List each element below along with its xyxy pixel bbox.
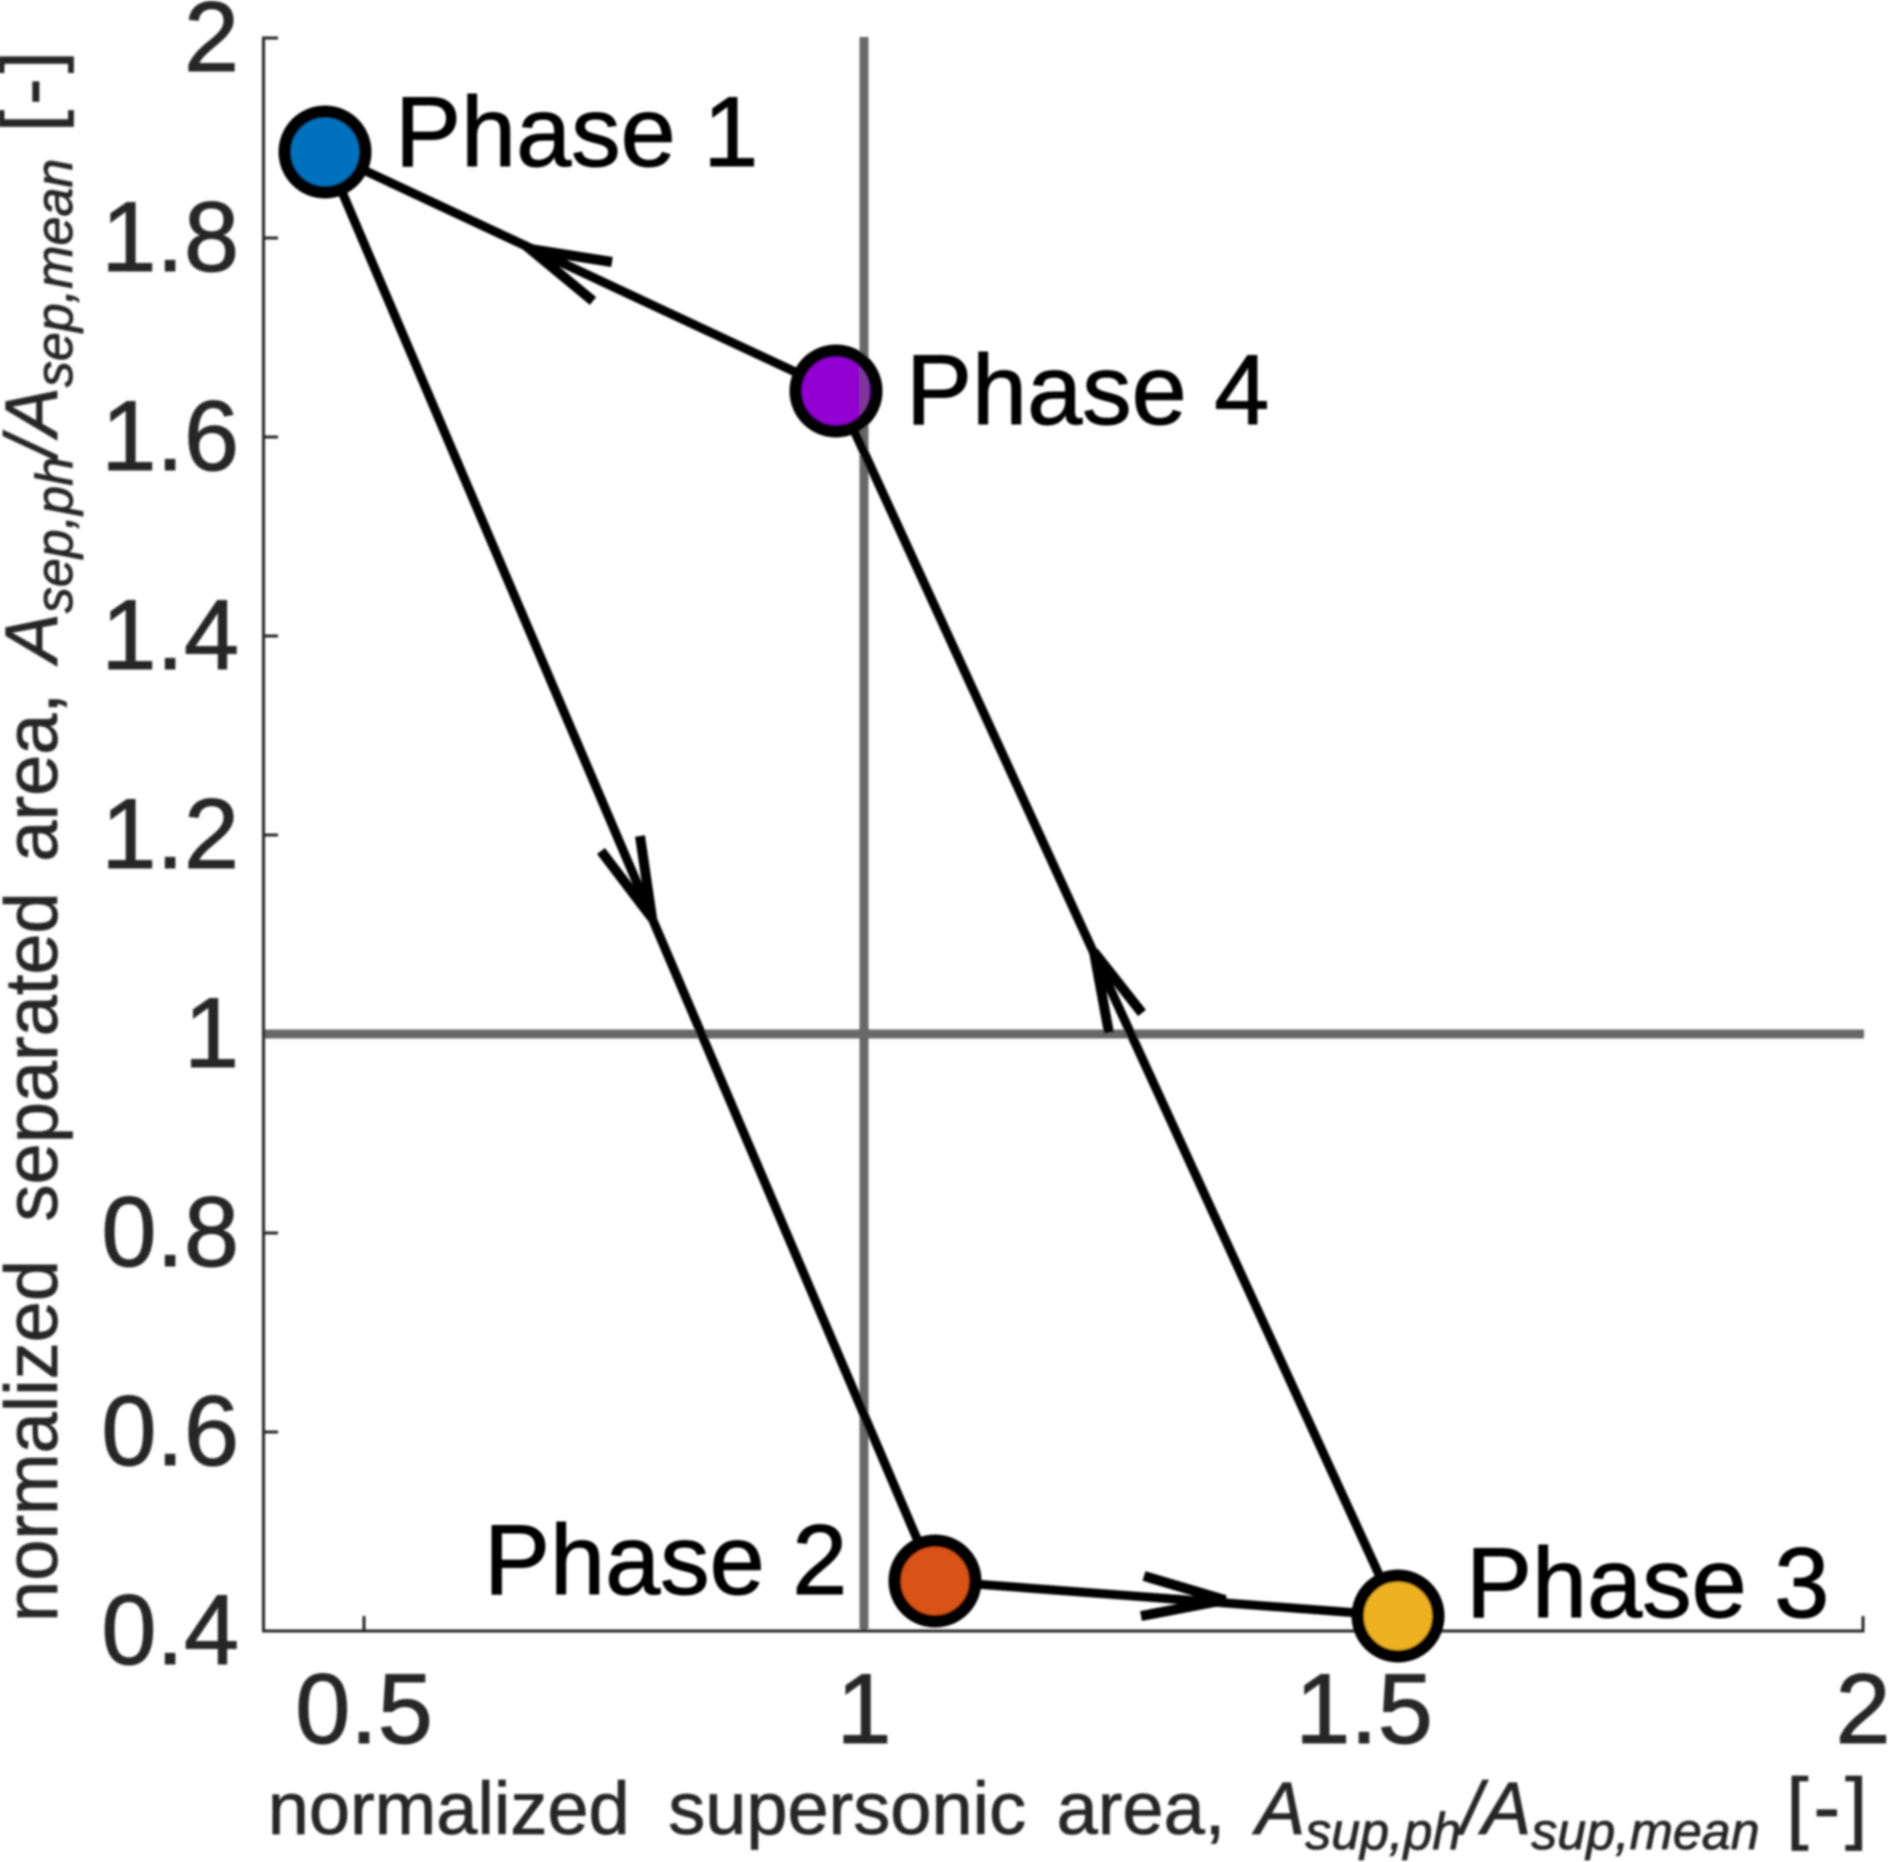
svg-text:Phase 4: Phase 4	[906, 334, 1269, 445]
svg-text:2: 2	[1835, 1653, 1888, 1764]
svg-text:1.5: 1.5	[1295, 1653, 1433, 1764]
svg-text:Phase 3: Phase 3	[1466, 1527, 1829, 1638]
svg-text:Phase 1: Phase 1	[395, 76, 758, 187]
svg-text:1.8: 1.8	[101, 181, 239, 292]
svg-text:2: 2	[184, 0, 239, 92]
svg-text:1.4: 1.4	[101, 579, 239, 690]
svg-text:1: 1	[836, 1653, 891, 1764]
svg-text:normalized supersonic area, As: normalized supersonic area, Asup,ph/Asup…	[268, 1762, 1873, 1861]
svg-text:1.6: 1.6	[101, 380, 239, 491]
svg-text:0.4: 0.4	[101, 1574, 239, 1685]
svg-text:1.2: 1.2	[101, 778, 239, 889]
svg-text:0.5: 0.5	[295, 1653, 433, 1764]
svg-text:1: 1	[184, 977, 239, 1088]
svg-text:0.8: 0.8	[101, 1176, 239, 1287]
svg-text:0.6: 0.6	[101, 1375, 239, 1486]
svg-text:Phase 2: Phase 2	[484, 1504, 847, 1615]
